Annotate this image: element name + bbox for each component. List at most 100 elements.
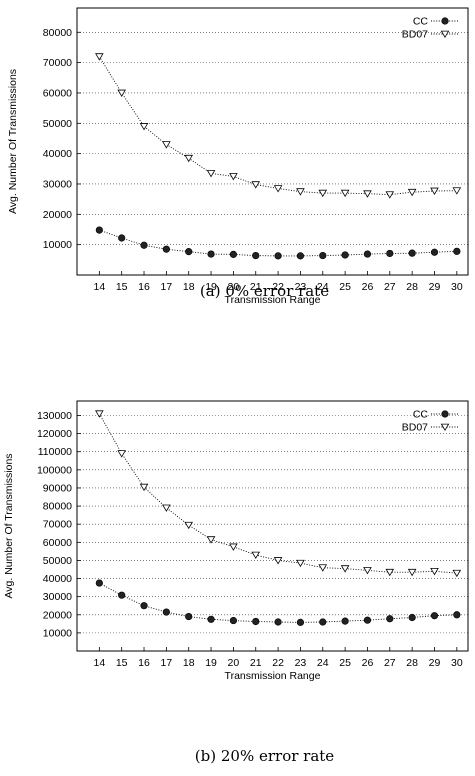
- x-tick-label: 18: [183, 281, 195, 293]
- data-point-bd07: [184, 521, 194, 530]
- data-point-bd07: [139, 483, 149, 492]
- y-tick-label: 20000: [43, 609, 72, 621]
- data-point-cc: [296, 252, 305, 260]
- y-axis-label: Avg. Number Of Transmissions: [3, 453, 15, 598]
- y-tick-label: 30000: [43, 178, 72, 190]
- x-tick-label: 26: [362, 281, 374, 293]
- y-tick-label: 130000: [37, 410, 72, 422]
- data-point-cc: [430, 612, 439, 620]
- plot-frame: [76, 7, 469, 276]
- data-point-bd07: [184, 154, 194, 163]
- y-tick-label: 30000: [43, 591, 72, 603]
- data-point-cc: [363, 616, 372, 624]
- legend-marker-bd07: [440, 30, 450, 39]
- x-axis-label: Transmission Range: [225, 670, 321, 682]
- data-point-bd07: [117, 450, 126, 458]
- data-point-bd07: [229, 173, 238, 181]
- data-point-bd07: [162, 504, 171, 512]
- x-tick-label: 20: [228, 281, 240, 293]
- data-point-bd07: [363, 567, 372, 575]
- data-point-bd07: [206, 170, 216, 178]
- data-point-bd07: [95, 53, 104, 61]
- data-point-cc: [162, 245, 170, 253]
- data-point-bd07: [452, 569, 462, 578]
- series-cc: [95, 226, 461, 260]
- x-tick-label: 20: [228, 657, 240, 669]
- data-point-bd07: [318, 189, 328, 198]
- data-point-bd07: [273, 557, 283, 565]
- data-point-bd07: [452, 187, 462, 195]
- data-point-bd07: [407, 568, 417, 577]
- data-point-cc: [140, 241, 148, 249]
- data-point-bd07: [95, 410, 104, 418]
- x-tick-label: 14: [93, 281, 105, 293]
- data-point-cc: [386, 615, 394, 623]
- data-point-cc: [274, 618, 282, 626]
- data-point-cc: [118, 234, 126, 242]
- x-tick-label: 27: [384, 281, 396, 293]
- data-point-bd07: [385, 191, 395, 199]
- data-point-cc: [162, 608, 170, 616]
- y-tick-label: 60000: [43, 537, 72, 549]
- x-tick-label: 19: [205, 657, 217, 669]
- x-tick-label: 21: [250, 657, 262, 669]
- legend-marker-bd07: [440, 423, 450, 432]
- data-point-bd07: [340, 189, 350, 198]
- x-tick-label: 17: [161, 281, 173, 293]
- series-bd07: [95, 410, 462, 578]
- data-point-cc: [430, 248, 439, 256]
- data-point-cc: [207, 250, 215, 258]
- y-tick-label: 40000: [43, 573, 72, 585]
- data-point-cc: [95, 226, 103, 234]
- data-point-bd07: [162, 141, 171, 149]
- series-line-cc: [99, 582, 457, 623]
- y-tick-label: 10000: [43, 239, 72, 251]
- x-tick-label: 24: [317, 281, 329, 293]
- data-point-cc: [207, 615, 215, 623]
- data-point-bd07: [430, 187, 439, 195]
- y-tick-label: 70000: [43, 57, 72, 69]
- y-tick-label: 60000: [43, 87, 72, 99]
- y-tick-label: 50000: [43, 118, 72, 130]
- y-tick-label: 110000: [38, 446, 72, 458]
- data-point-cc: [118, 591, 126, 599]
- x-tick-label: 16: [138, 281, 150, 293]
- y-tick-label: 90000: [43, 482, 72, 494]
- data-point-bd07: [251, 551, 261, 560]
- x-tick-label: 15: [116, 281, 128, 293]
- data-point-cc: [274, 252, 282, 260]
- x-tick-label: 27: [384, 657, 396, 669]
- x-tick-label: 30: [451, 281, 463, 293]
- data-point-cc: [341, 617, 349, 625]
- plot-frame: [76, 400, 469, 652]
- data-point-bd07: [318, 564, 328, 572]
- x-tick-label: 18: [183, 657, 195, 669]
- y-tick-label: 100000: [37, 464, 72, 476]
- data-point-cc: [229, 250, 237, 258]
- data-point-cc: [319, 618, 327, 626]
- x-tick-label: 25: [339, 657, 351, 669]
- data-point-cc: [185, 612, 193, 621]
- data-point-cc: [363, 250, 372, 258]
- data-point-bd07: [296, 559, 305, 568]
- figure-caption: (b) 20% error rate: [195, 747, 335, 765]
- series-cc: [95, 579, 461, 626]
- data-point-bd07: [363, 190, 372, 198]
- data-point-cc: [319, 251, 327, 260]
- data-point-cc: [341, 251, 349, 259]
- y-tick-label: 40000: [43, 148, 72, 160]
- x-tick-label: 23: [295, 657, 307, 669]
- series-bd07: [95, 53, 462, 199]
- legend-marker-cc: [441, 410, 449, 418]
- x-tick-label: 28: [406, 657, 418, 669]
- y-tick-label: 80000: [43, 501, 72, 513]
- data-point-cc: [408, 249, 416, 257]
- x-tick-label: 15: [116, 657, 128, 669]
- x-tick-label: 23: [295, 281, 307, 293]
- data-point-bd07: [229, 543, 238, 551]
- x-tick-label: 25: [339, 281, 351, 293]
- figure-caption: (a) 0% error rate: [200, 282, 329, 300]
- data-point-bd07: [407, 188, 417, 197]
